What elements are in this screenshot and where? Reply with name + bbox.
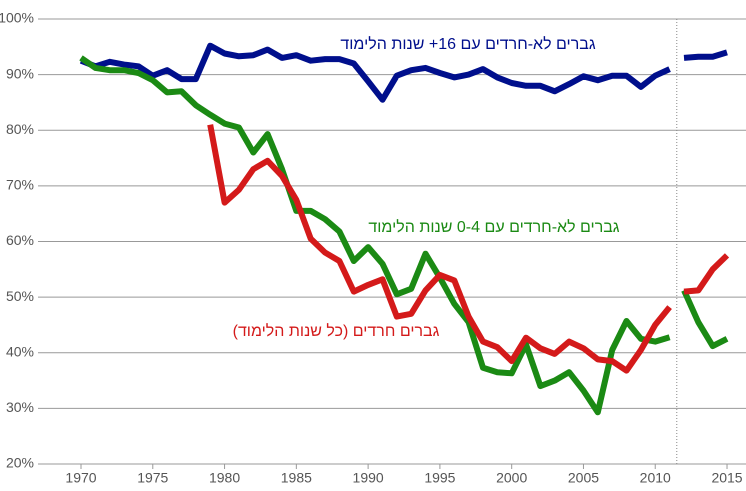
x-tick-label: 2005 — [568, 470, 599, 486]
y-tick-label: 80% — [6, 121, 34, 137]
series-label: גברים חרדים (כל שנות הלימוד) — [233, 322, 440, 340]
y-tick-label: 20% — [6, 455, 34, 471]
x-tick-label: 2000 — [496, 470, 527, 486]
y-tick-label: 70% — [6, 177, 34, 193]
x-tick-label: 1995 — [424, 470, 455, 486]
x-tick-label: 1970 — [65, 470, 96, 486]
series-label: גברים לא-חרדים עם 16+ שנות הלימוד — [340, 35, 595, 53]
x-tick-label: 1990 — [353, 470, 384, 486]
x-tick-label: 1985 — [281, 470, 312, 486]
x-tick-label: 1975 — [137, 470, 168, 486]
series-line — [79, 42, 728, 103]
series-line — [207, 124, 730, 374]
y-tick-label: 30% — [6, 399, 34, 415]
y-tick-label: 100% — [0, 10, 34, 26]
x-tick-label: 1980 — [209, 470, 240, 486]
y-tick-label: 40% — [6, 343, 34, 359]
y-tick-label: 90% — [6, 65, 34, 81]
series-line — [79, 55, 729, 416]
y-tick-label: 50% — [6, 288, 34, 304]
series-label: גברים לא-חרדים עם 0-4 שנות הלימוד — [368, 218, 619, 236]
x-tick-label: 2010 — [640, 470, 671, 486]
y-tick-label: 60% — [6, 232, 34, 248]
x-tick-label: 2015 — [711, 470, 742, 486]
